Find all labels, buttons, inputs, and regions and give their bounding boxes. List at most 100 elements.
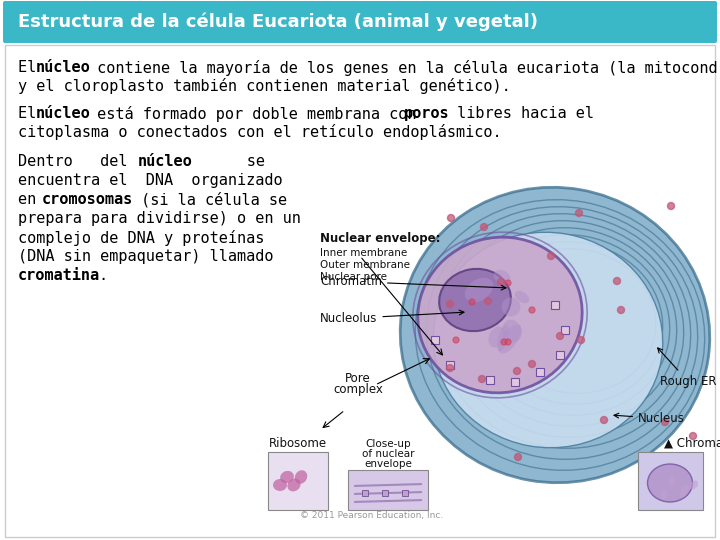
Text: complex: complex bbox=[333, 383, 383, 396]
Text: prepara para dividirse) o en un: prepara para dividirse) o en un bbox=[18, 211, 301, 226]
Ellipse shape bbox=[497, 325, 509, 351]
Text: núcleo: núcleo bbox=[36, 106, 91, 121]
Text: en: en bbox=[18, 192, 45, 207]
Ellipse shape bbox=[668, 477, 675, 487]
Bar bbox=[551, 301, 559, 309]
Circle shape bbox=[613, 278, 621, 285]
Ellipse shape bbox=[418, 237, 582, 393]
FancyArrowPatch shape bbox=[355, 500, 421, 502]
Circle shape bbox=[690, 433, 696, 440]
Circle shape bbox=[501, 339, 507, 345]
Ellipse shape bbox=[502, 298, 521, 316]
Text: ▲ Chromatin: ▲ Chromatin bbox=[664, 437, 720, 450]
Ellipse shape bbox=[690, 481, 698, 489]
Ellipse shape bbox=[287, 478, 301, 491]
Circle shape bbox=[600, 416, 608, 423]
Text: núcleo: núcleo bbox=[36, 60, 91, 75]
Text: Nucleolus: Nucleolus bbox=[320, 310, 464, 325]
Text: Nucleus: Nucleus bbox=[614, 412, 685, 425]
Circle shape bbox=[529, 307, 535, 313]
Circle shape bbox=[505, 280, 511, 286]
Bar bbox=[431, 336, 439, 344]
Ellipse shape bbox=[660, 490, 667, 500]
Circle shape bbox=[667, 202, 675, 210]
Ellipse shape bbox=[439, 269, 511, 331]
Ellipse shape bbox=[400, 187, 710, 483]
Text: se: se bbox=[192, 154, 265, 169]
Circle shape bbox=[446, 300, 454, 307]
Bar bbox=[446, 361, 454, 369]
Text: Estructura de la célula Eucariota (animal y vegetal): Estructura de la célula Eucariota (anima… bbox=[18, 13, 538, 31]
Bar bbox=[638, 452, 703, 510]
Text: of nuclear: of nuclear bbox=[361, 449, 414, 459]
Text: Chromatin: Chromatin bbox=[320, 275, 506, 290]
Text: Pore: Pore bbox=[345, 372, 371, 385]
Circle shape bbox=[513, 368, 521, 375]
Text: Dentro   del: Dentro del bbox=[18, 154, 145, 169]
Ellipse shape bbox=[647, 464, 693, 502]
Text: El: El bbox=[18, 106, 45, 121]
Text: cromatina: cromatina bbox=[18, 268, 100, 283]
Circle shape bbox=[515, 454, 521, 461]
Circle shape bbox=[662, 418, 668, 426]
Text: Nuclear envelope:: Nuclear envelope: bbox=[320, 232, 441, 245]
Ellipse shape bbox=[515, 291, 529, 303]
Text: citoplasma o conectados con el retículo endoplásmico.: citoplasma o conectados con el retículo … bbox=[18, 124, 502, 140]
FancyBboxPatch shape bbox=[3, 1, 717, 43]
Circle shape bbox=[575, 210, 582, 217]
Text: y el cloroplasto también contienen material genético).: y el cloroplasto también contienen mater… bbox=[18, 78, 510, 94]
Text: .: . bbox=[98, 268, 107, 283]
Text: núcleo: núcleo bbox=[138, 154, 193, 169]
Ellipse shape bbox=[465, 278, 493, 302]
Circle shape bbox=[469, 299, 475, 305]
Ellipse shape bbox=[680, 484, 689, 494]
Circle shape bbox=[480, 224, 487, 231]
Circle shape bbox=[453, 337, 459, 343]
Text: Ribosome: Ribosome bbox=[269, 437, 327, 450]
Ellipse shape bbox=[499, 325, 521, 354]
Text: (DNA sin empaquetar) llamado: (DNA sin empaquetar) llamado bbox=[18, 249, 274, 264]
Circle shape bbox=[557, 333, 564, 340]
Text: envelope: envelope bbox=[364, 459, 412, 469]
FancyArrowPatch shape bbox=[355, 492, 421, 494]
Text: Close-up: Close-up bbox=[365, 439, 411, 449]
Bar bbox=[486, 376, 494, 384]
Bar bbox=[402, 490, 408, 496]
Ellipse shape bbox=[433, 232, 663, 448]
Text: Rough ER: Rough ER bbox=[657, 348, 716, 388]
Bar bbox=[556, 351, 564, 359]
Text: libres hacia el: libres hacia el bbox=[448, 106, 594, 121]
Bar bbox=[268, 452, 328, 510]
Circle shape bbox=[448, 214, 454, 221]
Text: encuentra el  DNA  organizado: encuentra el DNA organizado bbox=[18, 173, 283, 188]
Ellipse shape bbox=[280, 471, 294, 483]
Circle shape bbox=[446, 364, 454, 372]
Circle shape bbox=[618, 307, 624, 314]
Text: complejo de DNA y proteínas: complejo de DNA y proteínas bbox=[18, 230, 264, 246]
Bar bbox=[511, 378, 519, 386]
Text: El: El bbox=[18, 60, 45, 75]
Bar bbox=[382, 490, 388, 496]
Circle shape bbox=[485, 298, 492, 305]
Circle shape bbox=[498, 279, 505, 286]
Text: Inner membrane: Inner membrane bbox=[320, 248, 408, 258]
Circle shape bbox=[505, 339, 511, 345]
Ellipse shape bbox=[503, 320, 522, 342]
Circle shape bbox=[547, 253, 554, 260]
Text: © 2011 Pearson Education, Inc.: © 2011 Pearson Education, Inc. bbox=[300, 511, 444, 520]
Ellipse shape bbox=[273, 479, 287, 491]
Text: cromosomas: cromosomas bbox=[42, 192, 133, 207]
Bar bbox=[561, 326, 569, 334]
Circle shape bbox=[479, 375, 485, 382]
Text: (si la célula se: (si la célula se bbox=[132, 192, 287, 207]
Bar bbox=[536, 368, 544, 376]
Circle shape bbox=[528, 361, 536, 368]
Circle shape bbox=[577, 336, 585, 343]
Text: Outer membrane: Outer membrane bbox=[320, 260, 410, 270]
Ellipse shape bbox=[493, 270, 510, 284]
Ellipse shape bbox=[488, 326, 505, 348]
Text: contiene la mayoría de los genes en la célula eucariota (la mitocondria: contiene la mayoría de los genes en la c… bbox=[88, 60, 720, 76]
Ellipse shape bbox=[294, 470, 307, 484]
Bar bbox=[348, 470, 428, 510]
Text: Nuclear pore: Nuclear pore bbox=[320, 272, 387, 282]
